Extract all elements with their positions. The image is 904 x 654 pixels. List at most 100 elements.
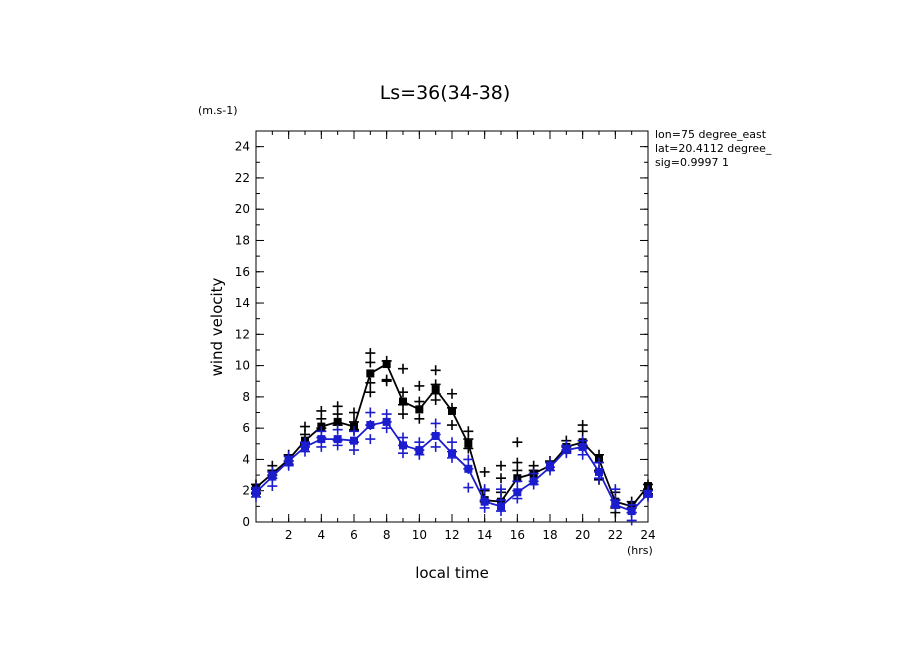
x-tick-label: 12: [444, 528, 459, 542]
x-tick-label: 2: [285, 528, 293, 542]
spread-marker: [365, 387, 376, 398]
mean-marker: [448, 406, 456, 415]
mean-marker: [333, 435, 342, 444]
annotation-lat: lat=20.4112 degree_: [655, 142, 772, 155]
spread-marker: [398, 363, 408, 374]
x-tick-label: 10: [412, 528, 427, 542]
annotation-sig: sig=0.9997 1: [655, 156, 729, 169]
x-tick-label: 22: [608, 528, 623, 542]
x-unit-label: (hrs): [627, 544, 653, 557]
spread-marker: [577, 449, 588, 460]
spread-marker: [267, 481, 278, 492]
mean-marker: [595, 467, 603, 476]
spread-marker: [316, 441, 327, 452]
x-tick-label: 24: [640, 528, 655, 542]
mean-marker: [382, 360, 391, 369]
spread-marker: [496, 473, 506, 484]
spread-marker: [430, 418, 441, 429]
y-tick-label: 14: [235, 296, 250, 310]
spread-marker: [479, 466, 490, 477]
y-tick-label: 24: [235, 140, 250, 154]
x-tick-label: 20: [575, 528, 590, 542]
mean-marker: [333, 417, 342, 426]
spread-marker: [512, 437, 523, 448]
mean-marker: [513, 488, 522, 497]
spread-marker: [447, 420, 457, 431]
spread-marker: [332, 409, 343, 420]
spread-marker: [349, 445, 359, 456]
mean-marker: [546, 463, 554, 472]
spread-marker: [414, 380, 425, 391]
series-line: [255, 362, 649, 508]
spread-marker: [447, 437, 457, 448]
x-tick-label: 16: [510, 528, 525, 542]
mean-marker: [399, 397, 407, 406]
mean-marker: [529, 477, 538, 486]
mean-marker: [562, 446, 571, 455]
x-axis-label: local time: [415, 564, 489, 582]
mean-marker: [382, 417, 391, 426]
spread-marker: [365, 407, 376, 418]
spread-marker: [496, 484, 506, 495]
spread-marker: [594, 457, 604, 468]
spread-marker: [447, 388, 457, 399]
mean-marker: [284, 457, 293, 466]
x-tick-label: 8: [383, 528, 391, 542]
spread-marker: [430, 365, 441, 376]
mean-marker: [399, 441, 407, 450]
spread-marker: [349, 426, 359, 437]
series-line: [255, 420, 649, 513]
y-tick-label: 6: [242, 421, 250, 435]
spread-marker: [479, 484, 490, 495]
mean-marker: [578, 442, 587, 451]
mean-marker: [431, 385, 440, 394]
spread-marker: [430, 395, 441, 406]
spread-marker: [365, 357, 376, 368]
mean-marker: [497, 502, 505, 511]
mean-marker: [350, 436, 358, 445]
series-0: [251, 348, 653, 518]
spread-marker: [398, 409, 408, 420]
series-layer: [251, 348, 653, 526]
mean-marker: [366, 369, 375, 378]
annotation-lon: lon=75 degree_east: [655, 128, 767, 141]
spread-marker: [463, 482, 474, 493]
mean-marker: [480, 497, 489, 506]
x-tick-label: 14: [477, 528, 492, 542]
spread-marker: [626, 515, 637, 526]
mean-marker: [611, 500, 620, 509]
mean-marker: [268, 472, 277, 481]
x-tick-label: 18: [542, 528, 557, 542]
y-axis-label: wind velocity: [208, 277, 226, 376]
spread-marker: [381, 376, 392, 387]
series-1: [251, 407, 653, 526]
spread-marker: [430, 441, 441, 452]
mean-marker: [252, 488, 260, 497]
y-tick-label: 0: [242, 515, 250, 529]
mean-marker: [317, 435, 326, 444]
spread-marker: [365, 348, 376, 359]
mean-marker: [464, 464, 473, 473]
y-tick-label: 22: [235, 171, 250, 185]
spread-marker: [463, 454, 474, 465]
mean-marker: [415, 405, 424, 414]
mean-marker: [415, 446, 424, 455]
y-tick-label: 18: [235, 233, 250, 247]
chart-title: Ls=36(34-38): [380, 82, 511, 104]
spread-marker: [577, 426, 588, 437]
mean-marker: [464, 439, 473, 448]
spread-marker: [610, 484, 621, 495]
spread-marker: [414, 396, 425, 407]
y-tick-label: 20: [235, 202, 250, 216]
y-tick-label: 10: [235, 359, 250, 373]
axis-ticks: 2 4 6 8 10 12 14 16 18 20 22 2402468101214161820222…: [235, 130, 656, 542]
spread-marker: [512, 476, 523, 487]
mean-marker: [431, 431, 440, 440]
mean-marker: [644, 489, 652, 498]
spread-marker: [316, 413, 327, 424]
y-tick-label: 8: [242, 390, 250, 404]
x-tick-label: 4: [318, 528, 326, 542]
y-tick-label: 16: [235, 265, 250, 279]
